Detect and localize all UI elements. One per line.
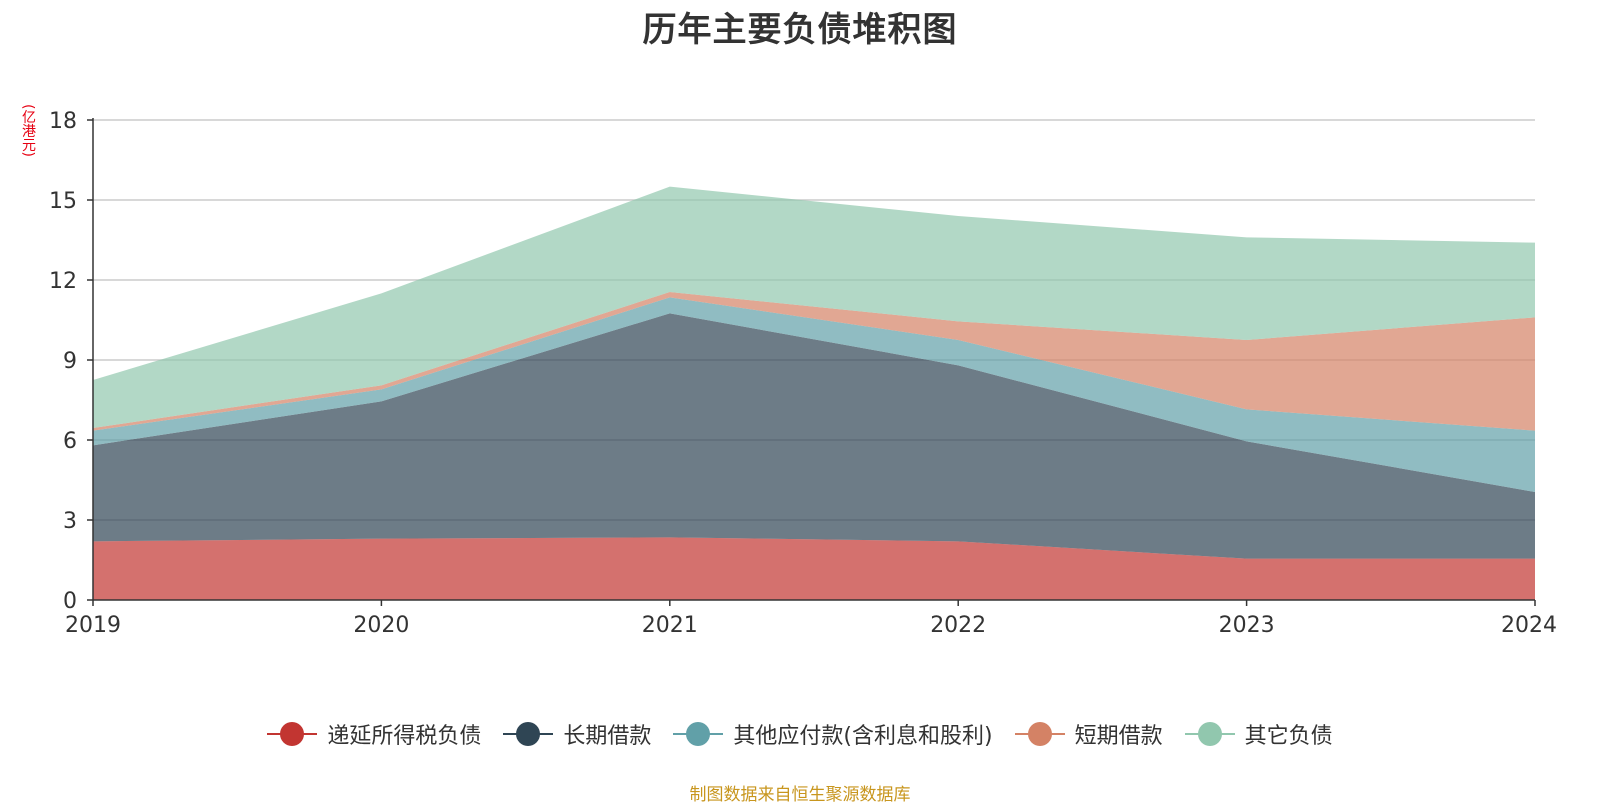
legend-swatch-icon — [1184, 722, 1235, 746]
legend-item[interactable]: 其他应付款(含利息和股利) — [673, 718, 993, 750]
x-tick-label: 2019 — [65, 613, 121, 638]
legend-label: 长期借款 — [563, 724, 652, 749]
area-series-1 — [93, 537, 1535, 600]
y-tick-label: 0 — [63, 589, 77, 614]
y-tick-label: 12 — [49, 269, 77, 294]
y-tick-label: 15 — [49, 189, 77, 214]
area-series-5 — [93, 186, 1535, 428]
x-tick-label: 2024 — [1501, 613, 1557, 638]
y-tick-label: 9 — [63, 349, 77, 374]
legend-item[interactable]: 长期借款 — [503, 718, 651, 750]
x-tick-label: 2022 — [930, 613, 986, 638]
chart-title: 历年主要负债堆积图 — [642, 10, 958, 50]
legend-swatch-icon — [1014, 722, 1065, 746]
area-series-3 — [93, 297, 1535, 492]
legend-label: 短期借款 — [1074, 724, 1163, 749]
area-series-2 — [93, 313, 1535, 559]
x-tick-label: 2021 — [642, 613, 698, 638]
area-series-4 — [93, 292, 1535, 431]
legend-item[interactable]: 其它负债 — [1184, 718, 1333, 750]
legend-item[interactable]: 递延所得税负债 — [267, 718, 481, 750]
legend-item[interactable]: 短期借款 — [1014, 718, 1163, 750]
legend-label: 其他应付款(含利息和股利) — [733, 724, 993, 749]
x-tick-label: 2023 — [1219, 613, 1275, 638]
legend-swatch-icon — [267, 722, 318, 746]
legend-label: 其它负债 — [1244, 724, 1333, 749]
x-tick-label: 2020 — [353, 613, 409, 638]
chart-legend: 递延所得税负债 长期借款 其他应付款(含利息和股利) 短期借款 其它负债 — [0, 718, 1600, 750]
y-tick-label: 6 — [63, 429, 77, 454]
legend-swatch-icon — [503, 722, 554, 746]
y-tick-label: 18 — [49, 109, 77, 134]
legend-swatch-icon — [673, 722, 724, 746]
y-tick-label: 3 — [63, 509, 77, 534]
y-axis-unit: (亿港元) — [20, 104, 36, 157]
data-source-note: 制图数据来自恒生聚源数据库 — [689, 785, 911, 805]
legend-label: 递延所得税负债 — [327, 724, 482, 749]
